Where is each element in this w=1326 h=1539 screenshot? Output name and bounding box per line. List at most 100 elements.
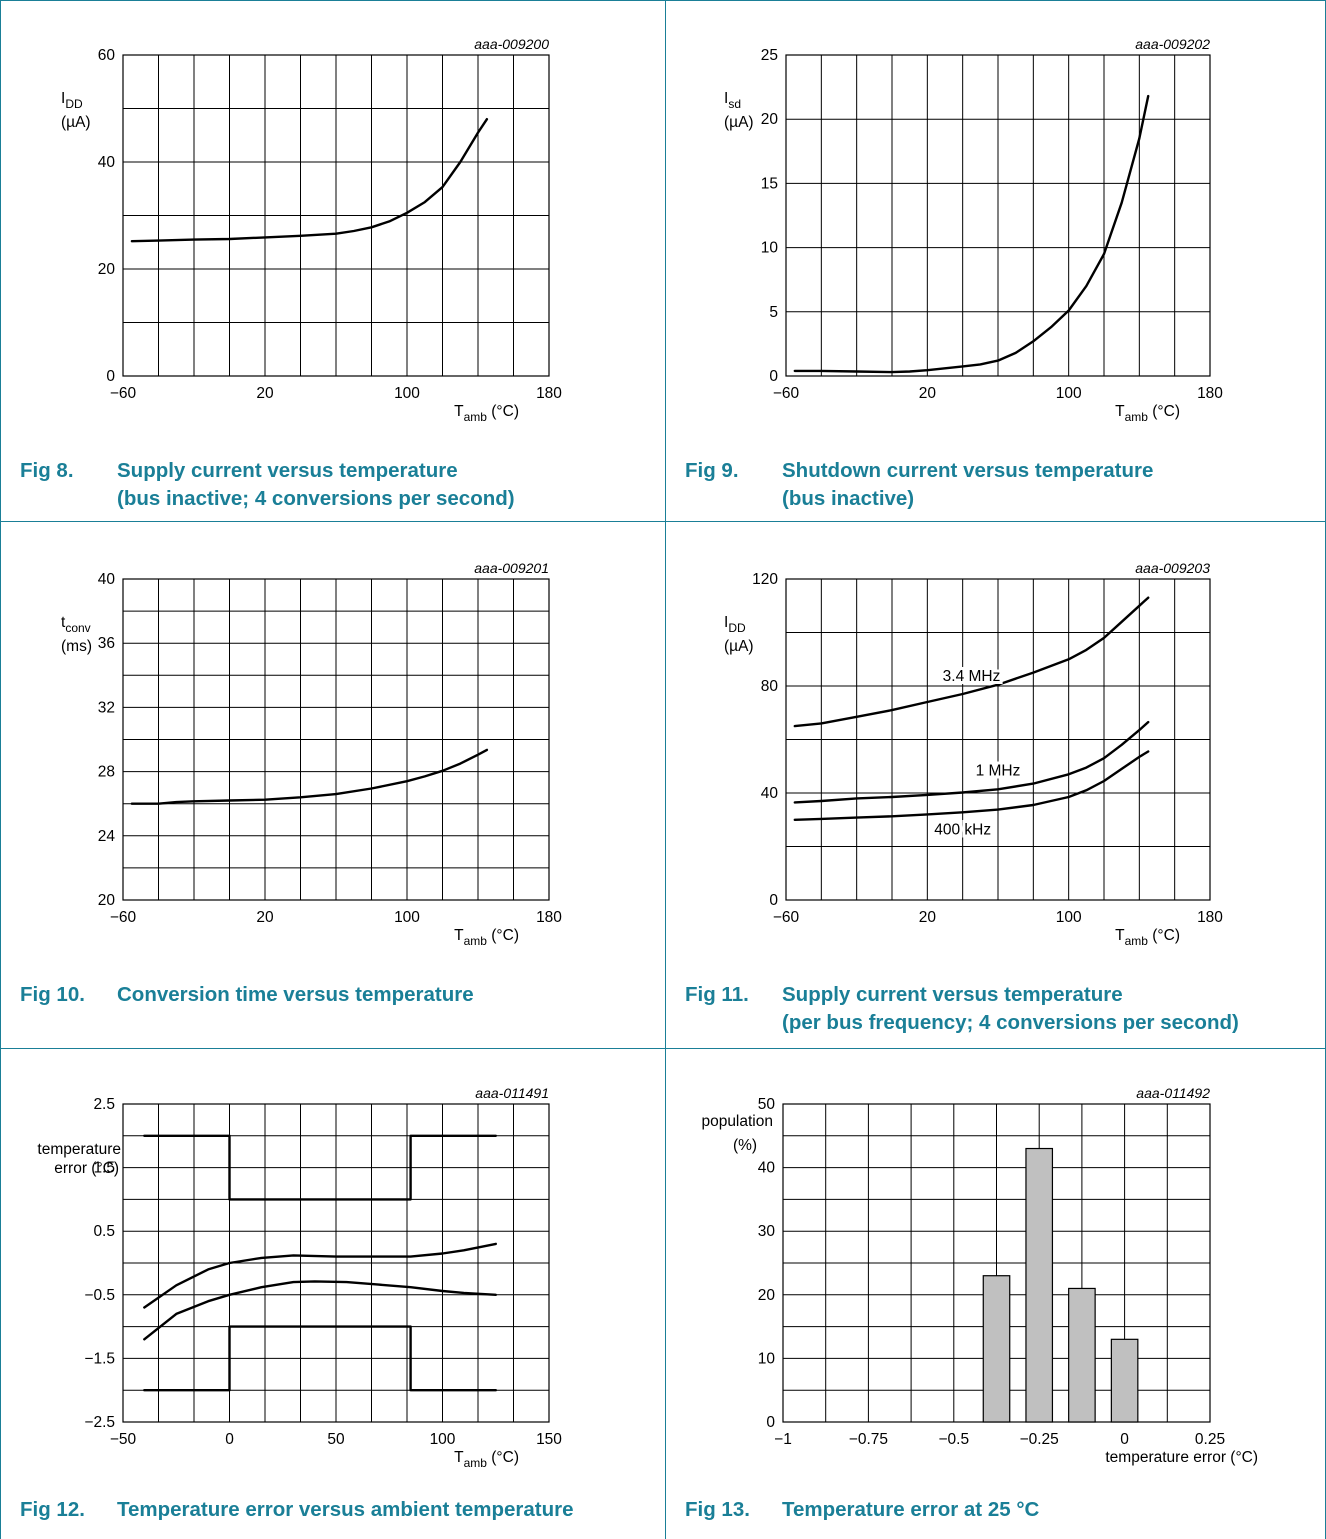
chart-supply-current: −60 20 100 180 0 20 40 60 aaa-009200 IDD (µA) Tamb … — [61, 36, 562, 424]
x-tick-label: 180 — [1197, 385, 1223, 402]
y-axis-label: temperature — [37, 1141, 121, 1158]
x-tick-label: 20 — [919, 909, 937, 926]
x-tick-label: −60 — [773, 909, 800, 926]
figure-12: −50 0 50 100 150 −2.5 −1.5 −0.5 0.5 1.5 2.5 aaa-011… — [0, 1048, 665, 1539]
y-axis-unit: (µA) — [61, 114, 91, 131]
x-tick-label: 20 — [919, 385, 937, 402]
y-tick-label: 2.5 — [93, 1096, 115, 1113]
y-tick-label: 120 — [752, 571, 778, 588]
chart-supply-current-per-bus: −60 20 100 180 0 40 80 120 aaa-009203 IDD (µA) Tamb… — [724, 560, 1223, 948]
x-tick-label: 0 — [225, 1431, 234, 1448]
y-tick-label: 36 — [98, 635, 115, 652]
figure-10: −60 20 100 180 20 24 28 32 36 40 aaa-009201 tconv (m… — [0, 521, 665, 1048]
row-divider-2 — [0, 1048, 1326, 1049]
y-tick-label: −0.5 — [84, 1287, 115, 1304]
y-tick-label: 15 — [761, 175, 778, 192]
y-tick-label: 10 — [761, 240, 779, 257]
chart-conversion-time: −60 20 100 180202428323640aaa-009201tconv(m… — [61, 560, 562, 948]
x-tick-label: 100 — [394, 909, 420, 926]
x-tick-label: 20 — [256, 385, 274, 402]
y-tick-label: 40 — [761, 785, 779, 802]
y-tick-label: 40 — [758, 1160, 776, 1177]
figure-number: Fig 10. — [20, 983, 85, 1006]
row-divider-1 — [0, 521, 1326, 522]
y-axis-label: IDD — [724, 614, 746, 635]
series-line — [143, 1280, 497, 1341]
caption-line: Supply current versus temperature — [782, 983, 1123, 1006]
y-tick-label: 0 — [769, 892, 778, 909]
caption-line: (bus inactive; 4 conversions per second) — [117, 487, 515, 510]
y-tick-label: 30 — [758, 1223, 776, 1240]
column-divider — [665, 0, 666, 1539]
y-tick-label: 80 — [761, 678, 779, 695]
y-tick-label: 60 — [98, 47, 116, 64]
figure-code: aaa-009200 — [474, 36, 549, 52]
x-tick-label: −1 — [774, 1431, 792, 1448]
y-tick-label: 40 — [98, 154, 116, 171]
y-tick-label: 5 — [769, 304, 778, 321]
y-axis-unit: (%) — [733, 1137, 757, 1154]
series-line — [143, 1242, 497, 1309]
caption-line: (bus inactive) — [782, 487, 915, 510]
figure-9: −60 20 100 180 0 5 10 15 20 25 aaa-009202 Isd (µA) Ta… — [665, 0, 1326, 521]
figure-13: −1 −0.75 −0.5 −0.25 0 0.25 0 10 20 30 40 50 aaa-0114… — [665, 1048, 1326, 1539]
chart-shutdown-current: −60 20 100 180 0 5 10 15 20 25 aaa-009202 Isd (µA) Ta… — [724, 36, 1223, 424]
x-tick-label: 20 — [256, 909, 274, 926]
x-tick-label: 150 — [536, 1431, 562, 1448]
series-line — [793, 720, 1150, 804]
figure-code: aaa-009201 — [474, 560, 549, 576]
caption-line: Shutdown current versus temperature — [782, 459, 1154, 482]
figure-code: aaa-011491 — [475, 1085, 549, 1101]
y-tick-label: 25 — [761, 47, 778, 64]
x-axis-label: Tamb (°C) — [454, 1449, 519, 1470]
series-label: 3.4 MHz — [943, 668, 1001, 685]
histogram-bar — [1025, 1147, 1054, 1423]
x-axis-label: Tamb (°C) — [454, 927, 519, 948]
y-axis-unit: (ms) — [61, 638, 92, 655]
caption-line: Temperature error versus ambient tempera… — [117, 1498, 574, 1521]
plot-frame — [122, 1103, 550, 1423]
y-tick-label: 20 — [761, 111, 779, 128]
figure-number: Fig 11. — [685, 983, 749, 1006]
y-tick-label: 0 — [106, 368, 115, 385]
series-line — [793, 94, 1150, 374]
caption-line: (per bus frequency; 4 conversions per se… — [782, 1011, 1239, 1034]
y-tick-label: 1.5 — [93, 1160, 115, 1177]
histogram-bar — [1068, 1287, 1096, 1423]
y-tick-label: 20 — [98, 261, 116, 278]
x-tick-label: −50 — [110, 1431, 137, 1448]
plot-frame — [122, 578, 550, 901]
figure-number: Fig 9. — [685, 459, 739, 482]
y-tick-label: 32 — [98, 699, 115, 716]
y-tick-label: 50 — [758, 1096, 776, 1113]
y-tick-label: 0 — [769, 368, 778, 385]
y-tick-label: −2.5 — [84, 1414, 115, 1431]
x-tick-label: −0.5 — [938, 1431, 969, 1448]
y-tick-label: 28 — [98, 764, 115, 781]
x-tick-label: −0.25 — [1020, 1431, 1059, 1448]
y-axis-unit: (µA) — [724, 114, 754, 131]
x-tick-label: 0.25 — [1195, 1431, 1225, 1448]
series-line — [143, 1134, 497, 1201]
x-tick-label: −60 — [110, 385, 137, 402]
x-tick-label: 100 — [430, 1431, 456, 1448]
border-top — [0, 0, 1326, 1]
plot-frame — [122, 54, 550, 377]
y-tick-label: −1.5 — [84, 1350, 115, 1367]
figure-code: aaa-011492 — [1136, 1085, 1210, 1101]
x-tick-label: −60 — [110, 909, 137, 926]
x-tick-label: 50 — [327, 1431, 345, 1448]
chart-error-population: −1 −0.75 −0.5 −0.25 0 0.25 0 10 20 30 40 50 aaa-0114… — [701, 1085, 1258, 1466]
x-axis-label: temperature error (°C) — [1105, 1449, 1258, 1466]
caption-line: Temperature error at 25 °C — [782, 1498, 1040, 1521]
figure-number: Fig 8. — [20, 459, 74, 482]
y-axis-unit: (µA) — [724, 638, 754, 655]
histogram-bar — [982, 1275, 1011, 1423]
series-line — [130, 117, 489, 243]
chart-temperature-error: −50 0 50 100 150 −2.5 −1.5 −0.5 0.5 1.5 2.5 aaa-011… — [37, 1085, 562, 1470]
x-axis-label: Tamb (°C) — [1115, 927, 1180, 948]
x-tick-label: −60 — [773, 385, 800, 402]
y-tick-label: 20 — [98, 892, 116, 909]
y-axis-label: error (°C) — [54, 1160, 119, 1177]
